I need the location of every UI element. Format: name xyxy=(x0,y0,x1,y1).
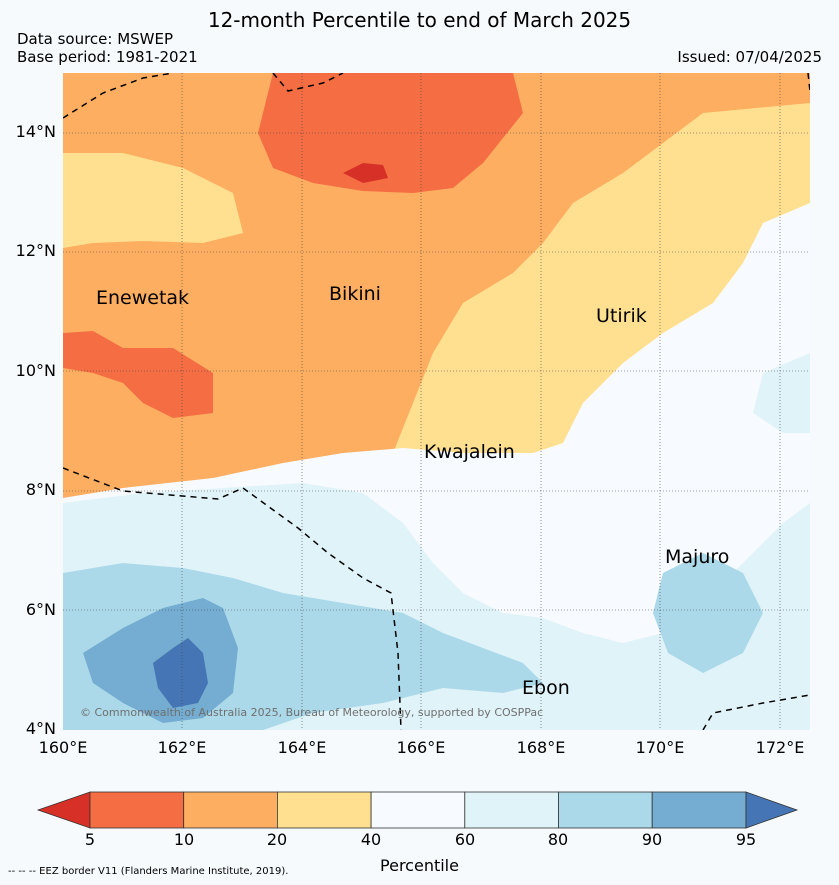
lat-label: 8°N xyxy=(25,480,56,499)
colorbar-swatch xyxy=(36,791,91,829)
copyright-notice: © Commonwealth of Australia 2025, Bureau… xyxy=(80,706,544,719)
region-below-5 xyxy=(343,163,388,183)
colorbar-swatch xyxy=(558,791,653,829)
colorbar-tick: 95 xyxy=(735,830,757,849)
colorbar-label: Percentile xyxy=(380,856,459,875)
colorbar-swatch xyxy=(745,791,799,829)
region-60-80-east xyxy=(753,353,810,433)
base-period: Base period: 1981-2021 xyxy=(17,48,198,66)
lon-label: 162°E xyxy=(157,738,207,757)
colorbar-swatch xyxy=(464,791,559,829)
region-20-40-north xyxy=(63,153,243,248)
lat-label: 6°N xyxy=(25,600,56,619)
place-bikini: Bikini xyxy=(329,283,381,305)
lat-label: 12°N xyxy=(15,241,56,260)
eez-border xyxy=(63,73,810,730)
colorbar-tick: 60 xyxy=(454,830,476,849)
colorbar-swatch xyxy=(89,791,185,829)
colorbar-tick: 80 xyxy=(547,830,569,849)
place-utirik: Utirik xyxy=(596,305,647,327)
lat-label: 14°N xyxy=(15,122,56,141)
lon-label: 170°E xyxy=(635,738,685,757)
place-enewetak: Enewetak xyxy=(96,287,190,309)
colorbar-swatch xyxy=(651,791,747,829)
colorbar-tick: 90 xyxy=(641,830,663,849)
colorbar-swatch xyxy=(183,791,278,829)
place-majuro: Majuro xyxy=(665,546,730,568)
place-ebon: Ebon xyxy=(522,677,570,699)
lon-label: 160°E xyxy=(38,738,88,757)
colorbar-swatch xyxy=(370,791,466,829)
colorbar-tick: 10 xyxy=(173,830,195,849)
place-kwajalein: Kwajalein xyxy=(424,441,515,463)
percentile-colorbar xyxy=(36,791,799,829)
issued-date: Issued: 07/04/2025 xyxy=(677,48,822,66)
colorbar-tick: 5 xyxy=(84,830,96,849)
colorbar-tick: 20 xyxy=(266,830,288,849)
region-80-90-majuro xyxy=(653,553,763,673)
region-below-10-west xyxy=(63,331,213,418)
data-source: Data source: MSWEP xyxy=(17,30,174,48)
colorbar-swatch xyxy=(276,791,372,829)
map-title: 12-month Percentile to end of March 2025 xyxy=(207,8,632,32)
colorbar-tick: 40 xyxy=(360,830,382,849)
lat-label: 4°N xyxy=(25,719,56,738)
percentile-map xyxy=(63,73,810,730)
eez-legend: -- -- -- EEZ border V11 (Flanders Marine… xyxy=(8,866,289,877)
lon-label: 166°E xyxy=(396,738,446,757)
region-above-95 xyxy=(153,638,208,708)
lat-label: 10°N xyxy=(15,361,56,380)
lon-label: 164°E xyxy=(277,738,327,757)
lon-label: 168°E xyxy=(516,738,566,757)
lon-label: 172°E xyxy=(755,738,805,757)
